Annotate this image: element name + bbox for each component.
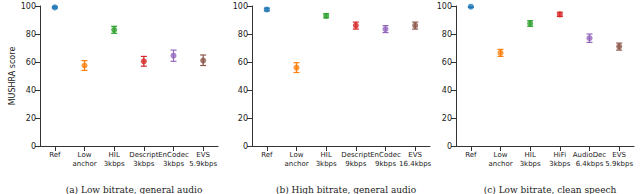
svg-text:9kbps: 9kbps bbox=[375, 160, 396, 168]
svg-text:80: 80 bbox=[26, 30, 36, 39]
svg-text:Low: Low bbox=[78, 151, 92, 159]
svg-text:EVS: EVS bbox=[612, 151, 626, 159]
svg-text:3kbps: 3kbps bbox=[163, 160, 184, 168]
svg-text:0: 0 bbox=[243, 142, 248, 151]
svg-text:20: 20 bbox=[442, 114, 452, 123]
svg-text:HIL: HIL bbox=[321, 151, 332, 159]
svg-text:Descript: Descript bbox=[129, 151, 158, 159]
svg-text:EVS: EVS bbox=[196, 151, 210, 159]
svg-text:anchor: anchor bbox=[488, 160, 512, 168]
svg-text:Ref: Ref bbox=[49, 151, 61, 159]
svg-text:20: 20 bbox=[238, 114, 248, 123]
svg-text:HIL: HIL bbox=[109, 151, 120, 159]
svg-text:MUSHRA score: MUSHRA score bbox=[8, 47, 17, 106]
svg-text:anchor: anchor bbox=[284, 160, 308, 168]
svg-text:0: 0 bbox=[31, 142, 36, 151]
svg-text:9kbps: 9kbps bbox=[345, 160, 366, 168]
svg-text:3kbps: 3kbps bbox=[316, 160, 337, 168]
svg-text:3kbps: 3kbps bbox=[520, 160, 541, 168]
svg-text:0: 0 bbox=[447, 142, 452, 151]
svg-text:(c) Low bitrate, clean speech: (c) Low bitrate, clean speech bbox=[484, 185, 617, 194]
svg-text:5.9kbps: 5.9kbps bbox=[605, 160, 633, 168]
svg-text:80: 80 bbox=[442, 30, 452, 39]
svg-text:100: 100 bbox=[21, 2, 36, 11]
svg-text:EnCodec: EnCodec bbox=[158, 151, 189, 159]
svg-text:EVS: EVS bbox=[408, 151, 422, 159]
svg-text:Ref: Ref bbox=[261, 151, 273, 159]
svg-text:100: 100 bbox=[233, 2, 248, 11]
svg-text:3kbps: 3kbps bbox=[104, 160, 125, 168]
svg-text:Descript: Descript bbox=[341, 151, 370, 159]
svg-text:60: 60 bbox=[26, 58, 36, 67]
svg-text:20: 20 bbox=[26, 114, 36, 123]
svg-text:HiFi: HiFi bbox=[553, 151, 566, 159]
svg-text:anchor: anchor bbox=[72, 160, 96, 168]
svg-text:100: 100 bbox=[437, 2, 452, 11]
svg-text:40: 40 bbox=[442, 86, 452, 95]
svg-text:Low: Low bbox=[494, 151, 508, 159]
svg-text:3kbps: 3kbps bbox=[549, 160, 570, 168]
svg-text:5.9kbps: 5.9kbps bbox=[189, 160, 217, 168]
svg-text:16.4kbps: 16.4kbps bbox=[399, 160, 432, 168]
svg-text:60: 60 bbox=[238, 58, 248, 67]
svg-text:40: 40 bbox=[26, 86, 36, 95]
svg-text:Low: Low bbox=[290, 151, 304, 159]
svg-text:3kbps: 3kbps bbox=[133, 160, 154, 168]
svg-text:(b) High bitrate, general audi: (b) High bitrate, general audio bbox=[276, 185, 416, 194]
svg-text:HIL: HIL bbox=[525, 151, 536, 159]
svg-text:AudioDec: AudioDec bbox=[573, 151, 607, 159]
svg-text:6.4kbps: 6.4kbps bbox=[576, 160, 604, 168]
svg-text:EnCodec: EnCodec bbox=[370, 151, 401, 159]
svg-text:(a) Low bitrate, general audio: (a) Low bitrate, general audio bbox=[66, 185, 203, 194]
svg-text:Ref: Ref bbox=[465, 151, 477, 159]
svg-text:80: 80 bbox=[238, 30, 248, 39]
svg-text:40: 40 bbox=[238, 86, 248, 95]
svg-text:60: 60 bbox=[442, 58, 452, 67]
